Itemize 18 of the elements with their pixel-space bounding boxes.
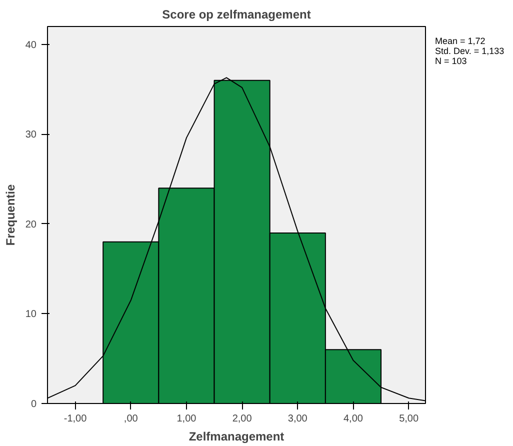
text: N = 103 [435, 56, 467, 66]
x-tick-label: 3,00 [288, 414, 308, 424]
text: Mean = 1,72 [435, 36, 486, 46]
x-axis-title: Zelfmanagement [188, 430, 284, 444]
chart-title: Score op zelfmanagement [162, 8, 311, 22]
y-tick-label: 20 [25, 219, 37, 230]
x-tick-label: 1,00 [176, 414, 197, 424]
x-tick-label: -1,00 [64, 414, 88, 424]
x-tick-label: ,00 [124, 414, 138, 424]
x-tick-label: 2,00 [232, 414, 252, 424]
y-tick-label: 40 [25, 40, 37, 51]
y-tick-label: 0 [30, 399, 37, 410]
y-tick-label: 10 [25, 309, 37, 320]
x-tick-label: 4,00 [344, 414, 364, 424]
x-tick-label: 5,00 [399, 414, 419, 424]
text: Std. Dev. = 1,133 [435, 46, 504, 56]
y-tick-label: 30 [25, 130, 37, 141]
y-axis-title: Frequentie [3, 184, 18, 246]
